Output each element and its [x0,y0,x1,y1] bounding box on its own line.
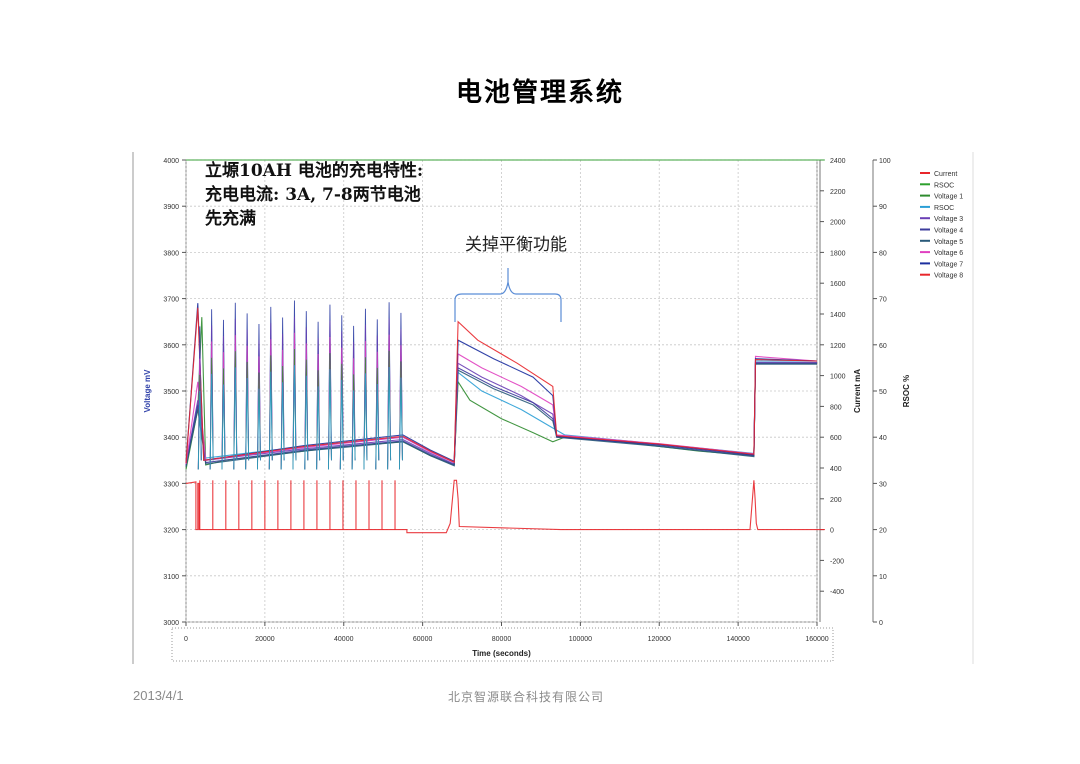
voltage-tick-label: 3500 [163,389,179,396]
current-tick-label: -400 [830,589,844,596]
legend-label-7: Voltage 5 [934,239,963,246]
x-axis-label: Time (seconds) [472,649,531,658]
x-tick-label: 0 [184,636,188,643]
voltage-spike [375,384,380,470]
current-tick-label: 200 [830,497,842,504]
x-tick-label: 60000 [413,636,433,643]
voltage-spike [304,375,309,470]
x-tick-label: 140000 [726,636,749,643]
chart-title-line-3: 先充满 [205,208,256,229]
legend-label-3: Voltage 1 [934,194,963,201]
current-tick-label: -200 [830,558,844,565]
current-tick-label: 1400 [830,312,846,319]
voltage-tick-label: 3200 [163,528,179,535]
current-tick-label: 1200 [830,343,846,350]
x-tick-label: 160000 [805,636,828,643]
voltage-spike [292,365,297,470]
voltage-spike [316,386,321,470]
chart-title-line-1: 立塬10AH 电池的充电特性: [205,160,423,181]
voltage-tick-label: 4000 [163,158,179,165]
rsoc-tick-label: 10 [879,574,887,581]
x-tick-label: 40000 [334,636,354,643]
voltage-spike [209,373,214,470]
voltage-spike [268,371,273,470]
voltage-spike [280,382,285,470]
current-tick-label: 1600 [830,281,846,288]
current-tick-label: 1800 [830,250,846,257]
voltage-spike [327,369,332,470]
legend-label-5: Voltage 3 [934,216,963,223]
voltage-spike [197,390,202,470]
voltage-spike [387,366,392,470]
legend-label-2: RSOC [934,182,954,189]
slide-title: 电池管理系统 [455,78,624,108]
current-tick-label: 600 [830,435,842,442]
legend-label-1: Current [934,171,957,178]
current-tick-label: 0 [830,528,834,535]
voltage-tick-label: 3800 [163,250,179,257]
voltage-tick-label: 3700 [163,297,179,304]
x-tick-label: 20000 [255,636,275,643]
rsoc-tick-label: 70 [879,297,887,304]
voltage-tick-label: 3100 [163,574,179,581]
voltage-tick-label: 3600 [163,343,179,350]
chart-title-line-2: 充电电流: 3A, 7-8两节电池 [205,184,421,205]
voltage-spike [233,367,238,470]
voltage-spike [221,384,226,470]
rsoc-tick-label: 60 [879,343,887,350]
current-tick-label: 800 [830,404,842,411]
x-axis-box [171,627,834,662]
legend-label-10: Voltage 8 [934,273,963,280]
current-tick-label: 1000 [830,374,846,381]
legend-label-8: Voltage 6 [934,250,963,257]
x-tick-label: 80000 [492,636,512,643]
rsoc-tick-label: 50 [879,389,887,396]
rsoc-tick-label: 30 [879,481,887,488]
legend-label-9: Voltage 7 [934,261,963,268]
rsoc-axis-label: RSOC % [902,375,911,407]
x-tick-label: 100000 [569,636,592,643]
voltage-tick-label: 3900 [163,204,179,211]
rsoc-tick-label: 0 [879,620,883,627]
annotation-text: 关掉平衡功能 [465,235,567,255]
voltage-spike [351,390,356,470]
legend-label-4: RSOC [934,205,954,212]
legend-label-6: Voltage 4 [934,228,963,235]
voltage-spike [398,377,403,470]
voltage-spike [245,378,250,470]
voltage-spike [339,379,344,470]
rsoc-tick-label: 40 [879,435,887,442]
voltage-tick-label: 3300 [163,481,179,488]
current-tick-label: 2200 [830,189,846,196]
footer-date: 2013/4/1 [133,688,184,703]
footer-company: 北京智源联合科技有限公司 [448,690,605,704]
voltage-spike [257,388,261,470]
current-axis-label: Current mA [853,369,862,413]
voltage-spike [363,373,368,470]
voltage-axis-label: Voltage mV [143,369,152,413]
rsoc-tick-label: 20 [879,528,887,535]
series-line-6 [185,362,817,466]
voltage-tick-label: 3000 [163,620,179,627]
series-line-10 [185,307,818,464]
x-tick-label: 120000 [648,636,671,643]
series-line-7 [185,363,817,467]
rsoc-tick-label: 100 [879,158,891,165]
current-tick-label: 400 [830,466,842,473]
annotation-bracket [454,268,562,322]
current-tick-label: 2400 [830,158,846,165]
voltage-tick-label: 3400 [163,435,179,442]
rsoc-tick-label: 80 [879,250,887,257]
rsoc-tick-label: 90 [879,204,887,211]
series-line-1 [185,479,825,534]
current-tick-label: 2000 [830,220,846,227]
